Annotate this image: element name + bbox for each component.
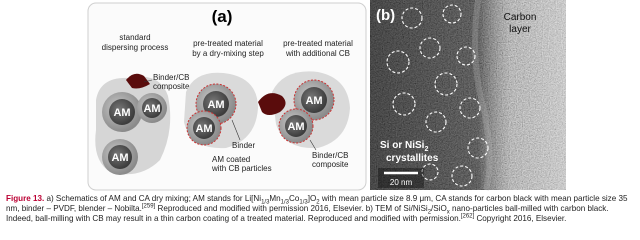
caption-text: with mean particle size 8.9 μm, CA stand… — [6, 194, 628, 213]
text: Si or NiSi — [380, 140, 425, 151]
caption-text: 2 — [316, 199, 320, 206]
tem-image — [370, 0, 566, 191]
caption-text: nano-particles ball-milled with carbon b… — [6, 204, 609, 223]
column-title: standard — [119, 33, 150, 42]
crystallite-label: crystallites — [386, 153, 439, 164]
column-title: pre-treated material — [193, 39, 263, 48]
caption-text: 1/3 — [280, 199, 289, 206]
callout: Binder/CB — [153, 73, 189, 82]
column-title: with additional CB — [285, 49, 350, 58]
caption-text: Reproduced and modified with permission … — [155, 204, 428, 213]
callout: with CB particles — [211, 164, 272, 173]
caption-text: /SiO — [431, 204, 447, 213]
callout: Binder — [232, 141, 255, 150]
carbon-label: Carbon — [504, 12, 537, 23]
panel-label: (a) — [212, 7, 233, 26]
crystallite-label: Si or NiSi2 — [380, 140, 428, 153]
particle-label: AM — [111, 152, 128, 164]
caption-text: 1/3 — [299, 199, 308, 206]
scale-label: 20 nm — [390, 178, 413, 187]
particle-label: AM — [113, 107, 130, 119]
caption-text: ]O — [307, 194, 317, 203]
caption-text: x — [446, 209, 450, 216]
caption-text: Co — [289, 194, 300, 203]
panel-label: (b) — [376, 7, 395, 24]
caption-text: Copyright 2016, Elsevier. — [474, 214, 567, 223]
column-title: dispersing process — [102, 43, 169, 52]
caption-text: 1/3 — [261, 199, 270, 206]
callout: AM coated — [212, 155, 250, 164]
caption-text: [262] — [460, 213, 475, 220]
callout: composite — [153, 82, 190, 91]
binder — [126, 73, 150, 89]
column-title: by a dry-mixing step — [192, 49, 264, 58]
caption-label: Figure 13. — [6, 194, 45, 203]
figure: (a) standard dispersing process Binder/C… — [87, 0, 566, 191]
particle-label: AM — [287, 121, 304, 133]
caption-text: [259] — [141, 203, 156, 210]
particle-label: AM — [195, 123, 212, 135]
caption: Figure 13. a) Schematics of AM and CA dr… — [6, 194, 634, 224]
caption-text: Mn — [269, 194, 281, 203]
callout: composite — [312, 160, 349, 169]
caption-text: 2 — [427, 209, 432, 216]
subscript: 2 — [424, 146, 428, 153]
particle-label: AM — [143, 103, 160, 115]
carbon-label: layer — [509, 24, 531, 35]
particle-label: AM — [207, 99, 224, 111]
column-title: pre-treated material — [283, 39, 353, 48]
caption-text: a) Schematics of AM and CA dry mixing; A… — [44, 194, 262, 203]
page: (a) standard dispersing process Binder/C… — [6, 0, 634, 224]
particle-label: AM — [305, 95, 322, 107]
callout: Binder/CB — [312, 151, 348, 160]
